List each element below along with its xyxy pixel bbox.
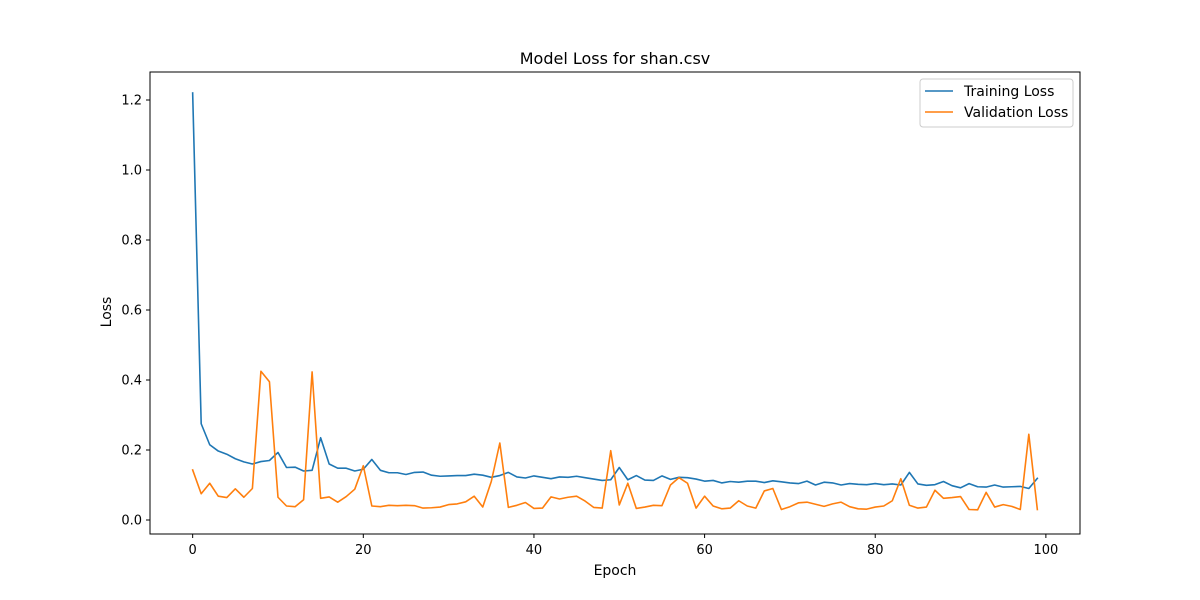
y-tick-label: 0.4 [121,374,142,389]
x-tick-label: 0 [189,543,197,558]
legend-box [919,78,1074,128]
legend-label: Validation Loss [964,105,1068,121]
y-tick-label: 1.2 [121,94,142,109]
x-axis-label: Epoch [594,563,637,579]
y-tick-label: 0.2 [121,444,142,459]
x-tick-label: 40 [526,543,543,558]
legend: Training Loss Validation Loss [919,78,1074,128]
series-line-validation-loss [191,370,1039,511]
y-axis-label: Loss [99,297,115,328]
x-tick-label: 20 [355,543,372,558]
x-tick-label: 80 [867,543,884,558]
y-tick-label: 0.0 [121,514,142,529]
axes-frame [149,71,1081,535]
y-tick-label: 0.8 [121,234,142,249]
axes: 0 20 40 60 80 100 0.0 0.2 0.4 0.6 0.8 1.0 1.2 [121,71,1081,558]
x-tick-label: 100 [1033,543,1058,558]
legend-label: Training Loss [963,84,1054,100]
chart-title: Model Loss for shan.csv [520,49,711,68]
plot-area [191,92,1039,511]
y-tick-label: 1.0 [121,164,142,179]
y-tick-label: 0.6 [121,304,142,319]
x-tick-label: 60 [696,543,713,558]
